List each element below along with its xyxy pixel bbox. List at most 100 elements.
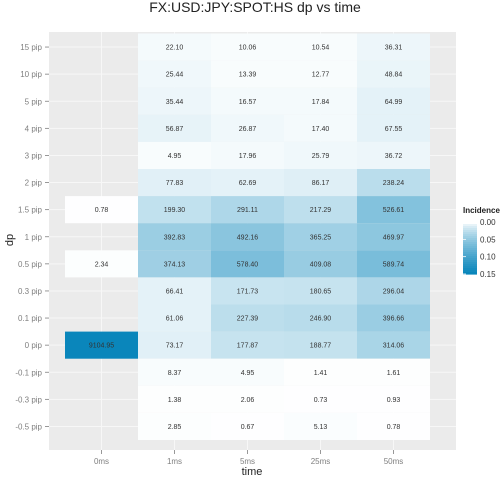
legend-color-step	[463, 260, 477, 263]
y-axis-label: dp	[4, 234, 16, 246]
heatmap-cell	[211, 60, 284, 88]
cell-value-label: 217.29	[310, 207, 332, 214]
heatmap-cell	[284, 141, 357, 169]
cell-value-label: 177.87	[237, 343, 259, 350]
legend-color-step	[463, 232, 477, 235]
legend-color-step	[463, 254, 477, 257]
cell-value-label: 246.90	[310, 316, 332, 323]
cell-value-label: 578.40	[237, 261, 259, 268]
cell-value-label: 4.95	[168, 153, 182, 160]
y-tick-label: 4 pip	[25, 124, 43, 133]
cell-value-label: 2.06	[241, 397, 255, 404]
legend-color-step	[463, 268, 477, 271]
cell-value-label: 1.61	[387, 370, 401, 377]
heatmap-cell	[284, 60, 357, 88]
legend-color-step	[463, 266, 477, 269]
cell-value-label: 0.78	[387, 424, 401, 431]
y-tick-label: 2 pip	[25, 179, 43, 188]
heatmap-cell	[284, 33, 357, 61]
heatmap-cell	[284, 196, 357, 224]
legend-color-step	[463, 240, 477, 243]
y-tick-label: 15 pip	[20, 43, 42, 52]
cell-value-label: 25.79	[312, 153, 330, 160]
legend-color-step	[463, 248, 477, 251]
heatmap-cell	[138, 304, 211, 332]
heatmap-cell	[65, 196, 138, 224]
heatmap-cell	[284, 304, 357, 332]
heatmap-cell	[284, 87, 357, 115]
y-tick-label: -0.1 pip	[15, 368, 42, 377]
legend-color-step	[463, 238, 477, 241]
heatmap-cell	[284, 385, 357, 413]
cell-value-label: 67.55	[385, 126, 403, 133]
cell-value-label: 526.61	[383, 207, 405, 214]
heatmap-cell	[138, 277, 211, 305]
cell-value-label: 9104.95	[89, 343, 114, 350]
cell-value-label: 62.69	[239, 180, 257, 187]
heatmap-cell	[211, 33, 284, 61]
legend-color-step	[463, 270, 477, 273]
legend-title: Incidence	[463, 206, 500, 215]
cell-value-label: 238.24	[383, 180, 405, 187]
cell-value-label: 86.17	[312, 180, 330, 187]
y-tick-label: -0.5 pip	[15, 422, 42, 431]
heatmap-cell	[65, 331, 138, 359]
heatmap-cell	[284, 412, 357, 440]
cell-value-label: 469.97	[383, 234, 405, 241]
y-axis-ticks: 15 pip 10 pip 5 pip 4 pip 3 pip 2 pip 1.5 pip 1…	[15, 43, 49, 431]
heatmap-cell	[357, 250, 430, 278]
heatmap-cell	[211, 385, 284, 413]
cell-value-label: 409.08	[310, 261, 332, 268]
legend-tick-label: 0.10	[480, 253, 496, 262]
cell-value-label: 17.84	[312, 99, 330, 106]
y-tick-label: 0 pip	[25, 341, 43, 350]
cell-value-label: 36.72	[385, 153, 403, 160]
heatmap-cell	[211, 277, 284, 305]
y-tick-label: -0.3 pip	[15, 395, 42, 404]
heatmap-cell	[284, 169, 357, 197]
cell-value-label: 8.37	[168, 370, 182, 377]
cell-value-label: 35.44	[166, 99, 184, 106]
cell-value-label: 2.85	[168, 424, 182, 431]
x-axis-label: time	[242, 466, 263, 478]
cell-value-label: 0.67	[241, 424, 255, 431]
heatmap-cell	[211, 196, 284, 224]
heatmap-cell	[138, 358, 211, 386]
cell-value-label: 13.39	[239, 72, 257, 79]
cell-value-label: 17.96	[239, 153, 257, 160]
heatmap-cell	[138, 223, 211, 251]
cell-value-label: 16.57	[239, 99, 257, 106]
cell-value-label: 392.83	[164, 234, 186, 241]
cell-value-label: 36.31	[385, 45, 403, 52]
heatmap-cell	[211, 412, 284, 440]
legend-color-step	[463, 258, 477, 261]
heatmap-cell	[357, 223, 430, 251]
x-tick-label: 1ms	[167, 457, 182, 466]
cell-value-label: 5.13	[314, 424, 328, 431]
cell-value-label: 227.39	[237, 316, 259, 323]
y-tick-label: 3 pip	[25, 151, 43, 160]
heatmap-cell	[357, 358, 430, 386]
heatmap-cell	[211, 87, 284, 115]
cell-value-label: 64.99	[385, 99, 403, 106]
heatmap-cell	[357, 304, 430, 332]
cell-value-label: 0.78	[95, 207, 109, 214]
cell-value-label: 2.34	[95, 261, 109, 268]
cell-value-label: 10.06	[239, 45, 257, 52]
x-tick-label: 25ms	[311, 457, 331, 466]
y-tick-label: 10 pip	[20, 70, 42, 79]
legend-color-step	[463, 230, 477, 233]
legend-color-step	[463, 264, 477, 267]
legend-colorbar	[463, 222, 477, 275]
cell-value-label: 77.83	[166, 180, 184, 187]
legend-tick-label: 0.05	[480, 235, 496, 244]
cell-value-label: 10.54	[312, 45, 330, 52]
heatmap-cell	[138, 331, 211, 359]
cell-value-label: 1.38	[168, 397, 182, 404]
cell-value-label: 61.06	[166, 316, 184, 323]
cell-value-label: 48.84	[385, 72, 403, 79]
legend-ticks: 0.00 0.05 0.10 0.15	[463, 218, 496, 279]
cell-value-label: 374.13	[164, 261, 186, 268]
heatmap-cell	[357, 87, 430, 115]
heatmap-cell	[138, 196, 211, 224]
